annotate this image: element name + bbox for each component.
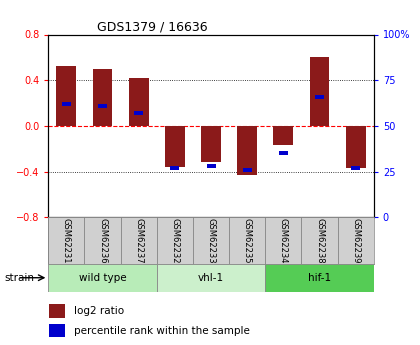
- Text: GSM62237: GSM62237: [134, 218, 143, 264]
- Bar: [121, 217, 157, 264]
- Text: GSM62236: GSM62236: [98, 218, 107, 264]
- Bar: [237, 126, 257, 175]
- Bar: [129, 78, 149, 126]
- Bar: [279, 151, 288, 155]
- Text: hif-1: hif-1: [308, 273, 331, 283]
- Bar: [201, 126, 221, 162]
- Bar: [56, 67, 76, 126]
- Bar: [157, 217, 193, 264]
- Bar: [351, 166, 360, 170]
- Text: GSM62232: GSM62232: [171, 218, 179, 263]
- Bar: [229, 217, 265, 264]
- Bar: [265, 217, 302, 264]
- Bar: [207, 164, 215, 168]
- Bar: [265, 264, 374, 292]
- Text: strain: strain: [4, 273, 34, 283]
- Text: percentile rank within the sample: percentile rank within the sample: [74, 326, 250, 336]
- Bar: [49, 304, 65, 317]
- Bar: [310, 57, 330, 126]
- Bar: [49, 324, 65, 337]
- Bar: [92, 69, 113, 126]
- Bar: [346, 126, 366, 168]
- Bar: [134, 111, 143, 115]
- Bar: [302, 217, 338, 264]
- Bar: [193, 217, 229, 264]
- Bar: [48, 217, 84, 264]
- Bar: [48, 264, 157, 292]
- Text: vhl-1: vhl-1: [198, 273, 224, 283]
- Text: GDS1379 / 16636: GDS1379 / 16636: [97, 20, 208, 33]
- Bar: [98, 104, 107, 108]
- Text: GSM62239: GSM62239: [351, 218, 360, 263]
- Bar: [84, 217, 121, 264]
- Bar: [338, 217, 374, 264]
- Bar: [243, 168, 252, 172]
- Bar: [165, 126, 185, 167]
- Text: GSM62233: GSM62233: [207, 218, 215, 264]
- Text: GSM62238: GSM62238: [315, 218, 324, 264]
- Bar: [62, 102, 71, 106]
- Bar: [273, 126, 293, 145]
- Text: GSM62235: GSM62235: [243, 218, 252, 263]
- Text: GSM62231: GSM62231: [62, 218, 71, 263]
- Bar: [171, 166, 179, 170]
- Text: GSM62234: GSM62234: [279, 218, 288, 263]
- Bar: [157, 264, 265, 292]
- Text: log2 ratio: log2 ratio: [74, 306, 124, 316]
- Text: wild type: wild type: [79, 273, 126, 283]
- Bar: [315, 95, 324, 99]
